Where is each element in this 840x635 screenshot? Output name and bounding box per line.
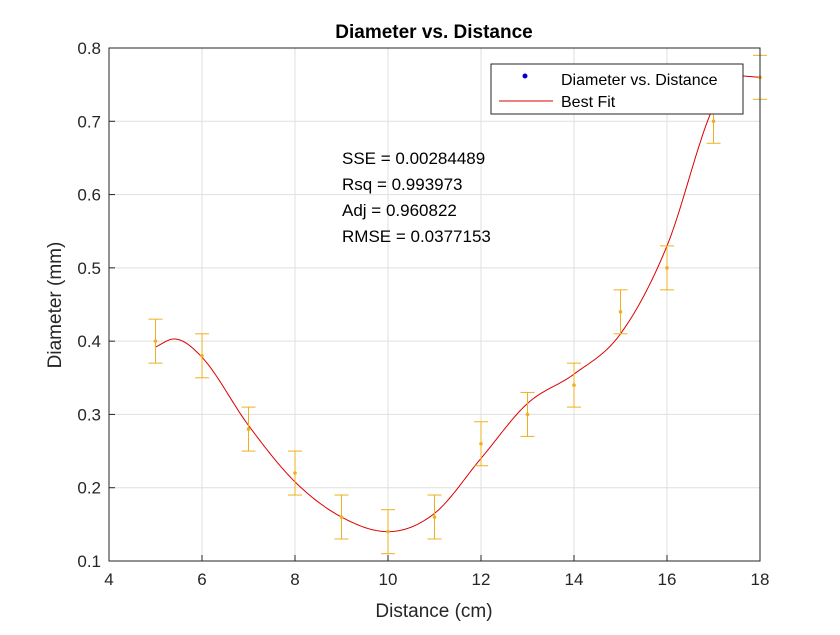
plot-background [109, 48, 760, 561]
data-point [618, 310, 623, 314]
data-point [572, 383, 576, 387]
data-point [339, 515, 344, 519]
sse-annotation: SSE = 0.00284489 [342, 149, 485, 168]
plot-frame [108, 47, 761, 562]
legend-label-data: Diameter vs. Distance [561, 72, 718, 89]
y-tick-label: 0.8 [77, 39, 101, 58]
data-point [386, 529, 390, 534]
data-point [711, 119, 716, 124]
data-points [153, 75, 762, 534]
x-tick-label: 16 [658, 570, 677, 589]
rmse-annotation: RMSE = 0.0377153 [342, 227, 491, 246]
rsq-annotation: Rsq = 0.993973 [342, 175, 463, 194]
legend-marker-data [522, 73, 528, 79]
y-tick-label: 0.1 [77, 552, 101, 571]
x-tick-label: 6 [197, 570, 206, 589]
data-point [293, 471, 297, 475]
data-point [525, 412, 530, 417]
x-axis-label: Distance (cm) [375, 601, 492, 622]
x-tick-label: 18 [751, 570, 770, 589]
y-tick-label: 0.2 [77, 479, 101, 498]
y-tick-label: 0.3 [77, 405, 101, 424]
y-tick-label: 0.6 [77, 186, 101, 205]
data-point [200, 354, 204, 358]
adj-annotation: Adj = 0.960822 [342, 201, 457, 220]
chart-title: Diameter vs. Distance [335, 22, 533, 43]
data-point [432, 515, 437, 519]
y-tick-label: 0.5 [77, 259, 101, 278]
y-tick-label: 0.4 [77, 332, 101, 351]
data-point [153, 339, 158, 343]
y-axis-label: Diameter (mm) [45, 242, 66, 369]
y-tick-label: 0.7 [77, 112, 101, 131]
x-tick-label: 10 [379, 570, 398, 589]
axis-ticks: 4 6 8 10 12 14 16 18 0.1 0.2 0.3 0.4 0.5 0.6 0.7 0.8 [77, 39, 769, 589]
legend: Diameter vs. Distance Best Fit [490, 63, 744, 115]
data-point [479, 441, 483, 446]
data-point [665, 266, 669, 270]
grid-lines [108, 47, 761, 562]
fit-statistics: SSE = 0.00284489 Rsq = 0.993973 Adj = 0.… [342, 149, 491, 246]
x-tick-label: 12 [472, 570, 491, 589]
x-tick-label: 8 [290, 570, 299, 589]
x-tick-label: 14 [565, 570, 584, 589]
fit-layer [155, 75, 761, 533]
legend-label-fit: Best Fit [561, 94, 616, 111]
x-tick-label: 4 [104, 570, 113, 589]
data-point [246, 427, 251, 431]
legend-box [490, 63, 744, 115]
best-fit-line [155, 75, 761, 533]
